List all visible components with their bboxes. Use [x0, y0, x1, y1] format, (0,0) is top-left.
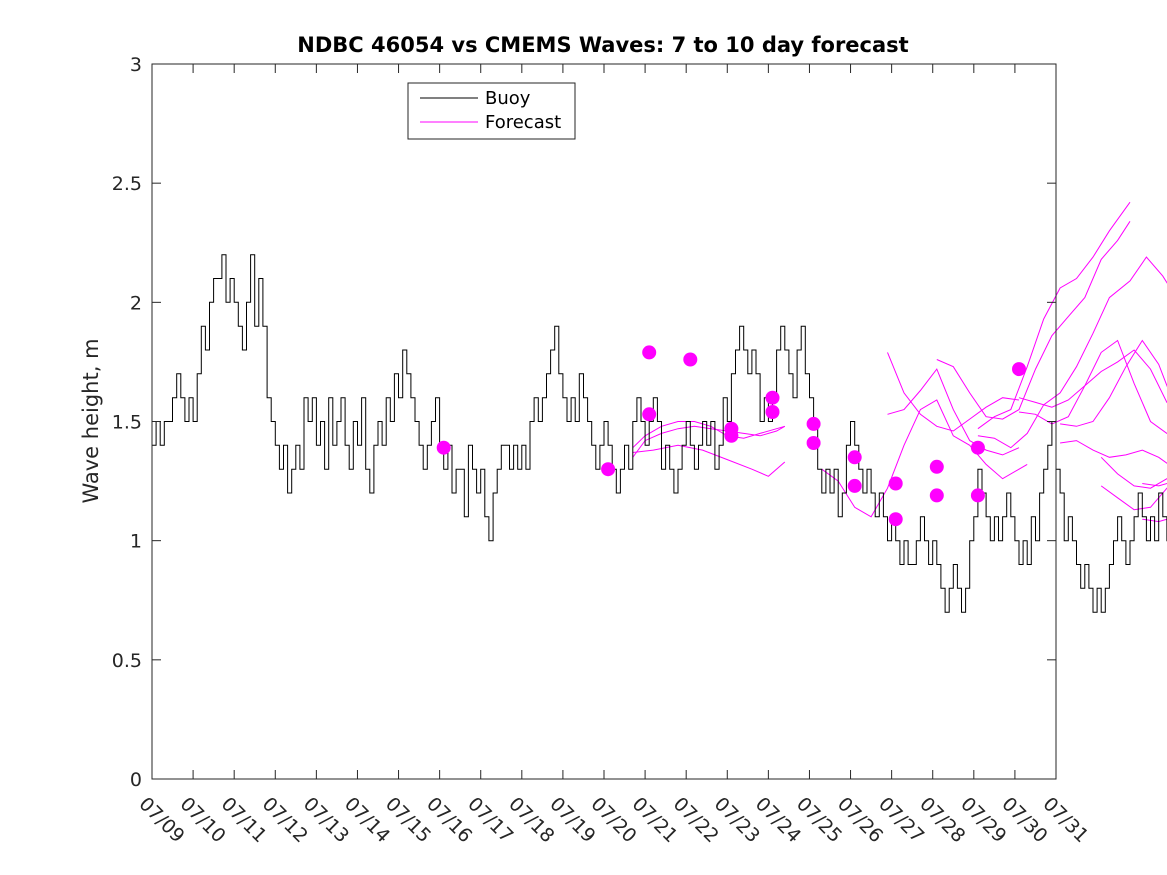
forecast-marker-17: [929, 488, 944, 503]
forecast-marker-15: [888, 512, 903, 527]
series-layer: [152, 201, 1167, 613]
y-tick-label: 3: [130, 54, 142, 76]
legend-box: [407, 82, 576, 140]
forecast-line-5: [887, 368, 1020, 456]
forecast-marker-2: [601, 462, 616, 477]
y-tick-label: 2: [130, 292, 142, 314]
forecast-marker-4: [642, 407, 657, 422]
forecast-marker-13: [847, 478, 862, 493]
forecast-marker-5: [683, 352, 698, 367]
legend-label: Buoy: [485, 88, 531, 109]
legend-label: Forecast: [485, 112, 561, 133]
forecast-line-11: [1018, 339, 1167, 434]
plot-frame: [151, 63, 1057, 780]
forecast-marker-18: [970, 440, 985, 455]
forecast-line-13: [1060, 440, 1167, 464]
forecast-line-4: [887, 352, 1020, 432]
forecast-marker-19: [970, 488, 985, 503]
forecast-marker-1: [436, 440, 451, 455]
forecast-marker-7: [724, 428, 739, 443]
forecast-marker-8: [765, 390, 780, 405]
forecast-marker-10: [806, 416, 821, 431]
chart-title: NDBC 46054 vs CMEMS Waves: 7 to 10 day f…: [297, 33, 908, 57]
forecast-marker-12: [847, 450, 862, 465]
forecast-marker-11: [806, 436, 821, 450]
y-axis-label: Wave height, m: [79, 338, 103, 503]
y-tick-label: 0.5: [112, 650, 142, 672]
forecast-line-14: [1100, 456, 1167, 489]
y-tick-label: 1.5: [112, 412, 142, 434]
y-tick-label: 0: [130, 769, 142, 791]
y-tick-label: 1: [130, 531, 142, 553]
y-tick-label: 2.5: [112, 173, 142, 195]
forecast-marker-16: [929, 459, 944, 474]
forecast-line-8: [977, 201, 1131, 430]
forecast-line-7: [936, 221, 1131, 420]
forecast-line-6: [821, 399, 1028, 518]
forecast-marker-20: [1012, 362, 1026, 377]
forecast-line-15: [1100, 485, 1167, 511]
forecast-marker-14: [888, 476, 903, 491]
forecast-line-10: [1018, 349, 1167, 408]
legend: Buoy Forecast: [407, 82, 576, 140]
forecast-line-9: [977, 256, 1167, 449]
forecast-marker-9: [765, 405, 780, 419]
forecast-marker-3: [642, 345, 657, 360]
buoy-line: [152, 254, 1167, 613]
